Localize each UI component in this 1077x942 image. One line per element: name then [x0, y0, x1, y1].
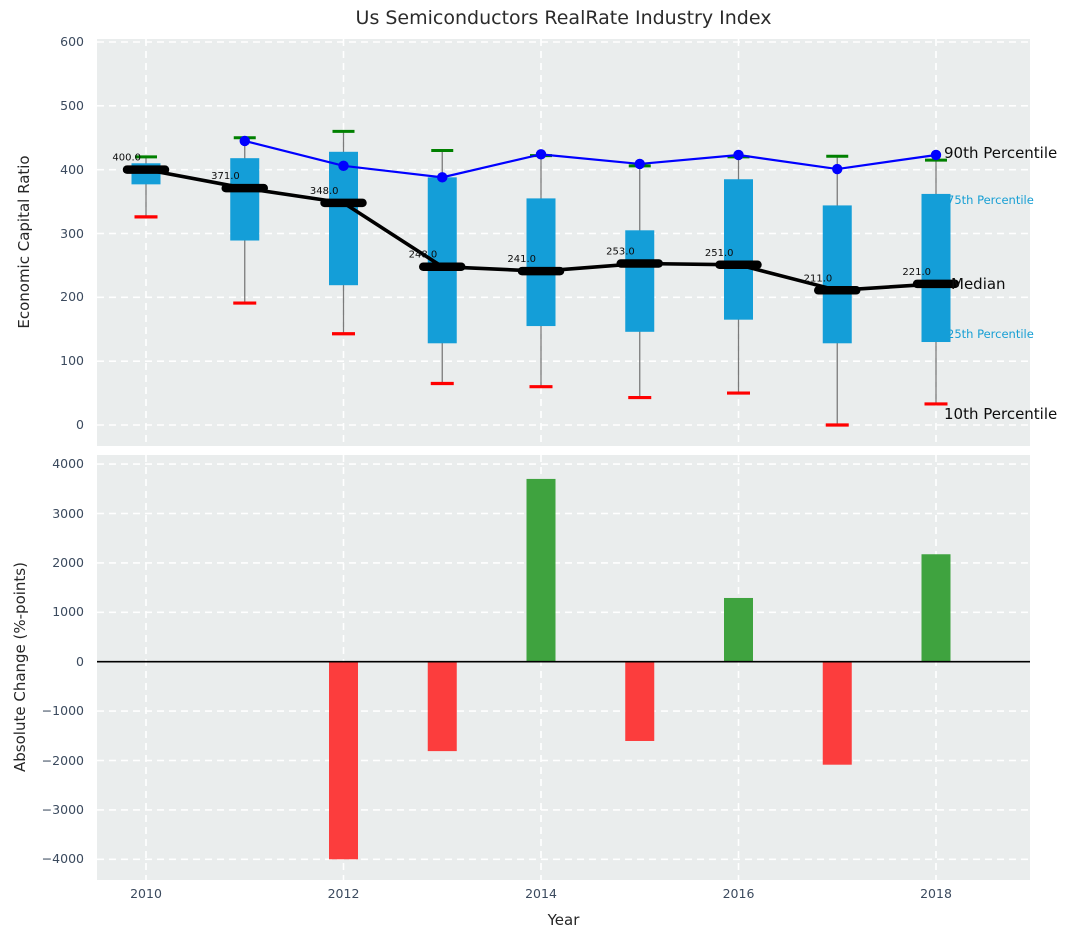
- y-tick-label-bottom-1000: 1000: [52, 604, 84, 620]
- y-tick-label-bottom--1000: −1000: [41, 702, 84, 718]
- x-axis-label: Year: [547, 911, 580, 929]
- median-value-label-2010: 400.0: [112, 153, 141, 164]
- x-tick-label-2018: 2018: [920, 886, 952, 901]
- chart-title: Us Semiconductors RealRate Industry Inde…: [355, 7, 772, 29]
- boxplot-chart: 400.0 371.0 348.0 248.0 241.0 253.0 251.0 211.0…: [97, 39, 1030, 446]
- box-2016: [724, 179, 753, 320]
- top-panel: 400.0 371.0 348.0 248.0 241.0 253.0 251.0 211.0…: [97, 39, 1030, 446]
- x-tick-label-2012: 2012: [327, 886, 360, 901]
- y-tick-label-bottom-3000: 3000: [52, 505, 84, 521]
- bar-2014: [526, 478, 556, 662]
- annotation-median: Median: [951, 275, 1006, 293]
- box-2017: [822, 205, 852, 344]
- microsemi-point-2011: [239, 135, 250, 147]
- median-value-label-2011: 371.0: [211, 171, 240, 182]
- bar-chart: [97, 455, 1030, 880]
- median-value-label-2014: 241.0: [507, 254, 536, 265]
- y-tick-label-top-500: 500: [60, 97, 84, 113]
- annotation-10th-percentile: 10th Percentile: [944, 405, 1058, 423]
- y-tick-label-top-200: 200: [60, 289, 84, 305]
- bar-2017: [822, 661, 852, 765]
- microsemi-point-2017: [832, 163, 843, 175]
- y-tick-label-bottom-2000: 2000: [52, 554, 84, 570]
- microsemi-line: [244, 139, 937, 179]
- y-tick-label-bottom--3000: −3000: [41, 801, 84, 817]
- bar-2013: [427, 661, 457, 752]
- box-2012: [329, 151, 358, 286]
- median-value-label-2016: 251.0: [705, 248, 734, 259]
- y-tick-label-top-300: 300: [60, 225, 84, 241]
- median-value-label-2013: 248.0: [409, 250, 438, 261]
- bar-2015: [625, 661, 655, 741]
- bar-2018: [921, 554, 951, 662]
- y-tick-label-bottom-0: 0: [76, 653, 84, 669]
- microsemi-point-2012: [338, 160, 349, 172]
- microsemi-point-2016: [733, 149, 744, 161]
- median-value-label-2017: 211.0: [804, 273, 833, 284]
- y-tick-label-bottom--4000: −4000: [41, 851, 84, 867]
- microsemi-point-2015: [634, 158, 645, 170]
- median-value-label-2018: 221.0: [902, 267, 931, 278]
- microsemi-point-2014: [535, 149, 547, 160]
- x-tick-label-2010: 2010: [130, 886, 162, 901]
- microsemi-point-2018: [930, 149, 942, 161]
- x-tick-label-2014: 2014: [525, 886, 557, 901]
- y-tick-label-bottom--2000: −2000: [41, 752, 84, 768]
- bottom-panel: [97, 455, 1030, 880]
- x-tick-label-2016: 2016: [722, 886, 755, 901]
- y-axis-label-top: Economic Capital Ratio: [15, 155, 33, 329]
- annotation-90th-percentile: 90th Percentile: [944, 144, 1058, 162]
- y-tick-label-top-600: 600: [60, 33, 84, 49]
- y-tick-label-bottom-4000: 4000: [52, 455, 84, 471]
- bar-2012: [329, 661, 358, 860]
- box-2011: [230, 158, 260, 241]
- microsemi-point-2013: [437, 172, 448, 183]
- bar-2016: [724, 597, 753, 662]
- box-2018: [921, 193, 951, 343]
- y-tick-label-top-0: 0: [76, 416, 84, 432]
- box-2015: [625, 230, 655, 332]
- median-value-label-2012: 348.0: [310, 186, 339, 197]
- annotation-75th-percentile: 75th Percentile: [947, 193, 1034, 207]
- box-2014: [526, 198, 556, 327]
- y-tick-label-top-100: 100: [60, 352, 84, 368]
- median-value-label-2015: 253.0: [606, 247, 635, 258]
- annotation-25th-percentile: 25th Percentile: [947, 327, 1034, 341]
- y-tick-label-top-400: 400: [60, 161, 84, 177]
